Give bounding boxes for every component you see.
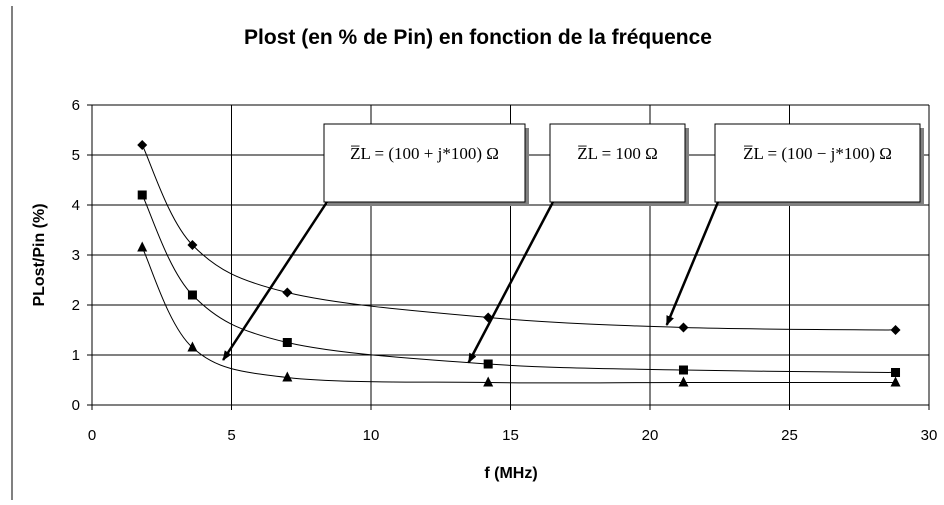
y-tick-label-1: 1 bbox=[72, 347, 80, 364]
annotations: Z̅L = (100 + j*100) Ω Z̅L = 100 Ω Z̅L = (1… bbox=[222, 123, 924, 364]
series-1-square-point-2 bbox=[282, 338, 292, 347]
y-tick-label-2: 2 bbox=[72, 297, 80, 314]
annotation-0-box bbox=[323, 123, 526, 203]
x-axis-label: f (MHz) bbox=[484, 465, 537, 482]
series-1-square-point-1 bbox=[187, 290, 197, 300]
series-2-triangle-point-2 bbox=[282, 371, 293, 382]
x-tick-label-0: 0 bbox=[88, 427, 96, 444]
series-1-square-point-3 bbox=[483, 359, 493, 369]
x-tick-label-2: 10 bbox=[363, 427, 380, 444]
x-tick-label-4: 20 bbox=[642, 427, 659, 444]
y-axis-label: PLost/Pin (%) bbox=[31, 203, 48, 306]
series-1-square-point-5 bbox=[891, 368, 901, 377]
series-0-diamond-point-4 bbox=[678, 322, 689, 333]
series-markers bbox=[137, 140, 901, 387]
series-0-diamond-point-0 bbox=[137, 140, 148, 150]
y-tick-label-5: 5 bbox=[72, 147, 80, 164]
annotation-0-text: Z̅L = (100 + j*100) Ω bbox=[350, 144, 499, 163]
series-2-triangle-point-1 bbox=[187, 341, 198, 352]
annotation-0-arrow bbox=[222, 201, 329, 361]
x-tick-label-3: 15 bbox=[502, 427, 519, 444]
x-tick-label-6: 30 bbox=[921, 427, 938, 444]
y-tick-label-3: 3 bbox=[72, 247, 80, 264]
x-tick-labels: 0 5 10 15 20 25 30 bbox=[88, 427, 938, 444]
series-2-triangle-point-3 bbox=[483, 376, 494, 387]
x-tick-label-1: 5 bbox=[227, 427, 235, 444]
y-tick-label-4: 4 bbox=[72, 197, 80, 214]
series-1-square-point-0 bbox=[137, 190, 147, 200]
annotation-1-arrow bbox=[467, 201, 555, 364]
annotation-2-arrow bbox=[665, 201, 720, 326]
y-tick-label-0: 0 bbox=[72, 397, 80, 414]
annotation-2-text: Z̅L = (100 − j*100) Ω bbox=[743, 144, 892, 163]
series-0-diamond-point-2 bbox=[282, 287, 293, 298]
annotation-2-box bbox=[714, 123, 921, 203]
series-2-triangle-point-4 bbox=[678, 376, 689, 387]
series-2-triangle-point-0 bbox=[137, 241, 148, 252]
series-0-diamond-point-5 bbox=[890, 325, 901, 335]
annotation-1-box bbox=[549, 123, 686, 203]
annotation-1-text: Z̅L = 100 Ω bbox=[577, 144, 658, 163]
series-1-square-point-4 bbox=[678, 365, 688, 375]
series-2-triangle-point-5 bbox=[890, 376, 901, 387]
y-tick-labels: 0 1 2 3 4 5 6 bbox=[72, 97, 80, 414]
x-tick-label-5: 25 bbox=[781, 427, 798, 444]
chart-title: Plost (en % de Pin) en fonction de la fr… bbox=[244, 26, 712, 49]
series-0-diamond-point-1 bbox=[187, 240, 198, 250]
y-tick-label-6: 6 bbox=[72, 97, 80, 114]
